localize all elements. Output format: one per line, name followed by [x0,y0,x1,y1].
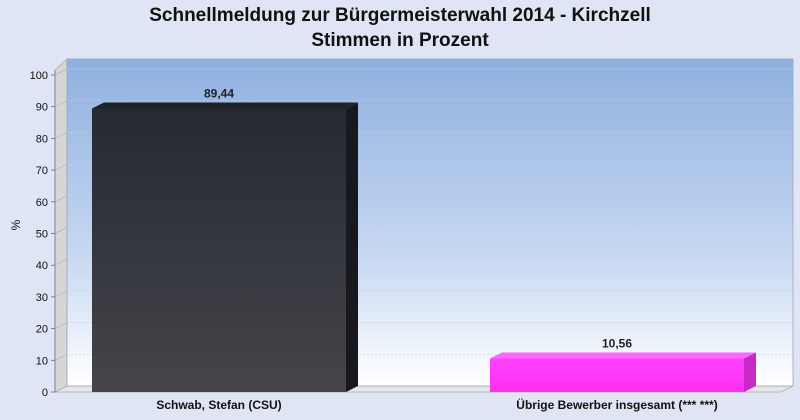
gridline-wall [54,290,68,298]
y-axis-label: % [9,219,23,230]
gridline-wall [54,195,68,203]
bar-side [744,352,756,392]
bar-top [92,102,358,109]
category-labels: Schwab, Stefan (CSU) Übrige Bewerber insg… [156,397,717,412]
gridline-wall [54,132,68,139]
gridline-wall [54,353,68,361]
bar-front [92,108,346,393]
bar-top [490,352,756,359]
gridline-wall [54,163,68,171]
gridline-wall [54,68,68,76]
bar-1 [92,102,358,393]
y-tick-label: 60 [36,197,48,209]
y-tick-label: 70 [36,165,48,177]
gridline-wall [54,258,68,266]
y-tick-label: 0 [42,387,48,399]
gridline-wall [54,322,68,329]
chart-title-line1: Schnellmeldung zur Bürgermeisterwahl 201… [149,5,651,26]
y-tick-label: 30 [36,292,48,304]
y-tick-label: 20 [36,324,48,336]
bar-front [490,358,744,392]
bars [92,102,756,393]
data-label: 89,44 [204,86,234,100]
y-tick-label: 100 [30,70,48,82]
gridline-wall [54,227,68,234]
y-tick-label: 10 [36,355,48,367]
data-labels: 89,44 10,56 [204,86,632,350]
y-tick-label: 80 [36,133,48,145]
bar-side [346,102,358,393]
x-category-label: Übrige Bewerber insgesamt (*** ***) [516,397,717,412]
y-tick-label: 50 [36,229,48,241]
y-tick-label: 40 [36,260,48,272]
plot-left-wall [54,58,68,393]
data-label: 10,56 [602,337,632,351]
chart-title: Schnellmeldung zur Bürgermeisterwahl 201… [0,3,800,53]
y-axis-ticks: 0 10 20 30 40 50 60 70 80 90 100 [30,70,55,399]
x-category-label: Schwab, Stefan (CSU) [156,398,281,412]
bar-2 [490,352,756,392]
gridline-wall [54,100,68,108]
chart-title-line2: Stimmen in Prozent [311,30,489,51]
y-tick-label: 90 [36,102,48,114]
